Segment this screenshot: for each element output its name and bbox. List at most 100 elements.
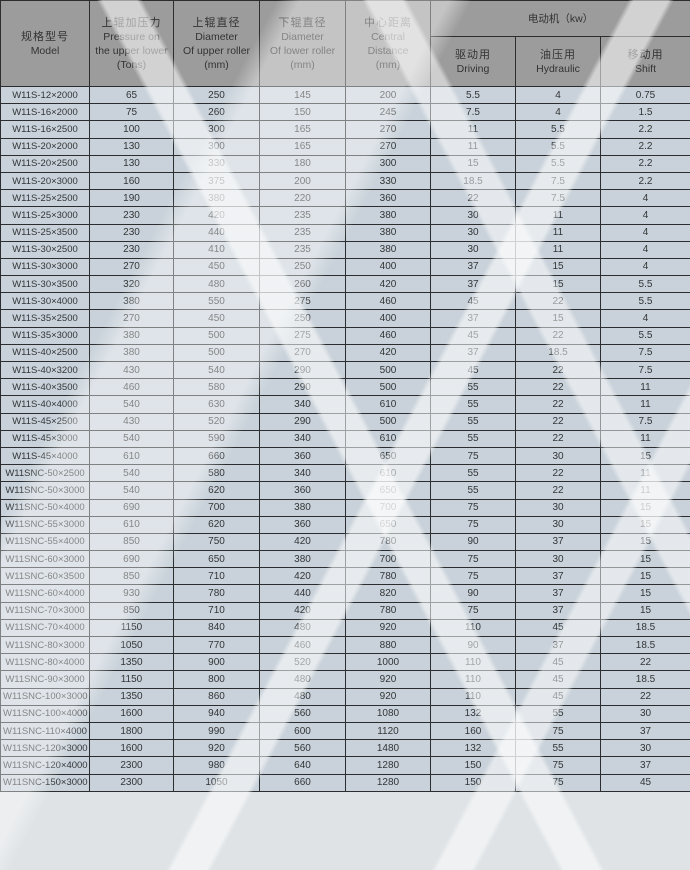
central-distance-cell: 200 bbox=[345, 85, 431, 105]
model-cell: W11SNC-120×3000 bbox=[0, 739, 90, 758]
table-row: W11S-16×2000 75 260 150 245 7.5 4 1.5 bbox=[0, 103, 690, 122]
table-row: W11S-35×3000 380 500 275 460 45 22 5.5 bbox=[0, 326, 690, 345]
shift-kw-cell: 22 bbox=[600, 687, 690, 706]
upper-diameter-cell: 800 bbox=[173, 670, 260, 689]
lower-diameter-cell: 600 bbox=[259, 721, 346, 741]
hydraulic-kw-cell: 4 bbox=[515, 103, 601, 122]
central-distance-cell: 1480 bbox=[345, 739, 431, 758]
lower-diameter-cell: 460 bbox=[259, 635, 346, 655]
driving-kw-cell: 45 bbox=[430, 292, 516, 311]
pressure-cell: 380 bbox=[89, 292, 174, 311]
driving-kw-cell: 37 bbox=[430, 309, 516, 328]
central-distance-cell: 1000 bbox=[345, 653, 431, 672]
upper-diameter-cell: 440 bbox=[173, 223, 260, 242]
pressure-cell: 100 bbox=[89, 120, 174, 139]
central-distance-cell: 270 bbox=[345, 120, 431, 139]
header-pressure: 上辊加压力 Pressure on the upper lower (Tons) bbox=[89, 0, 174, 87]
hydraulic-kw-cell: 30 bbox=[515, 446, 601, 466]
hydraulic-kw-cell: 37 bbox=[515, 584, 601, 603]
driving-kw-cell: 75 bbox=[430, 567, 516, 586]
pressure-cell: 75 bbox=[89, 103, 174, 122]
table-row: W11S-45×4000 610 660 360 650 75 30 15 bbox=[0, 446, 690, 466]
upper-diameter-cell: 300 bbox=[173, 120, 260, 139]
shift-kw-cell: 11 bbox=[600, 378, 690, 397]
upper-diameter-cell: 300 bbox=[173, 137, 260, 156]
shift-kw-cell: 7.5 bbox=[600, 360, 690, 380]
table-row: W11S-25×2500 190 380 220 360 22 7.5 4 bbox=[0, 189, 690, 208]
shift-kw-cell: 4 bbox=[600, 189, 690, 208]
model-cell: W11SNC-120×4000 bbox=[0, 756, 90, 775]
upper-diameter-cell: 860 bbox=[173, 687, 260, 706]
hydraulic-kw-cell: 15 bbox=[515, 257, 601, 277]
driving-kw-cell: 55 bbox=[430, 378, 516, 397]
model-cell: W11SNC-55×3000 bbox=[0, 515, 90, 534]
hydraulic-kw-cell: 22 bbox=[515, 412, 601, 431]
upper-diameter-cell: 380 bbox=[173, 189, 260, 208]
driving-kw-cell: 55 bbox=[430, 412, 516, 431]
shift-kw-cell: 4 bbox=[600, 257, 690, 277]
upper-diameter-cell: 630 bbox=[173, 395, 260, 414]
central-distance-cell: 880 bbox=[345, 635, 431, 655]
pressure-cell: 690 bbox=[89, 498, 174, 517]
table-row: W11SNC-50×3000 540 620 360 650 55 22 11 bbox=[0, 481, 690, 500]
central-distance-cell: 420 bbox=[345, 343, 431, 363]
lower-diameter-cell: 145 bbox=[259, 85, 346, 105]
lower-diameter-cell: 340 bbox=[259, 395, 346, 414]
central-distance-cell: 380 bbox=[345, 206, 431, 225]
upper-diameter-cell: 250 bbox=[173, 85, 260, 105]
pressure-cell: 230 bbox=[89, 206, 174, 225]
model-cell: W11S-40×4000 bbox=[0, 395, 90, 414]
pressure-cell: 230 bbox=[89, 240, 174, 259]
central-distance-cell: 460 bbox=[345, 292, 431, 311]
pressure-cell: 690 bbox=[89, 550, 174, 569]
shift-kw-cell: 4 bbox=[600, 223, 690, 242]
upper-diameter-cell: 750 bbox=[173, 532, 260, 552]
central-distance-cell: 460 bbox=[345, 326, 431, 345]
lower-diameter-cell: 200 bbox=[259, 171, 346, 191]
central-distance-cell: 700 bbox=[345, 498, 431, 517]
header-model: 规格型号 Model bbox=[0, 0, 90, 87]
driving-kw-cell: 90 bbox=[430, 584, 516, 603]
pressure-cell: 930 bbox=[89, 584, 174, 603]
lower-diameter-cell: 290 bbox=[259, 378, 346, 397]
driving-kw-cell: 37 bbox=[430, 257, 516, 277]
shift-kw-cell: 18.5 bbox=[600, 635, 690, 655]
model-cell: W11SNC-100×4000 bbox=[0, 704, 90, 723]
central-distance-cell: 820 bbox=[345, 584, 431, 603]
pressure-cell: 130 bbox=[89, 137, 174, 156]
upper-diameter-cell: 770 bbox=[173, 635, 260, 655]
upper-diameter-cell: 450 bbox=[173, 257, 260, 277]
pressure-cell: 540 bbox=[89, 464, 174, 483]
shift-kw-cell: 5.5 bbox=[600, 275, 690, 294]
central-distance-cell: 610 bbox=[345, 464, 431, 483]
central-distance-cell: 1280 bbox=[345, 756, 431, 775]
hydraulic-kw-cell: 15 bbox=[515, 275, 601, 294]
driving-kw-cell: 75 bbox=[430, 601, 516, 620]
shift-kw-cell: 4 bbox=[600, 240, 690, 259]
driving-kw-cell: 30 bbox=[430, 240, 516, 259]
pressure-cell: 270 bbox=[89, 257, 174, 277]
driving-kw-cell: 37 bbox=[430, 275, 516, 294]
upper-diameter-cell: 520 bbox=[173, 412, 260, 431]
table-row: W11SNC-50×4000 690 700 380 700 75 30 15 bbox=[0, 498, 690, 517]
pressure-cell: 160 bbox=[89, 171, 174, 191]
driving-kw-cell: 15 bbox=[430, 154, 516, 173]
table-row: W11S-30×2500 230 410 235 380 30 11 4 bbox=[0, 240, 690, 259]
pressure-cell: 540 bbox=[89, 429, 174, 448]
lower-diameter-cell: 340 bbox=[259, 464, 346, 483]
upper-diameter-cell: 590 bbox=[173, 429, 260, 448]
upper-diameter-cell: 375 bbox=[173, 171, 260, 191]
hydraulic-kw-cell: 22 bbox=[515, 360, 601, 380]
central-distance-cell: 920 bbox=[345, 670, 431, 689]
pressure-cell: 1800 bbox=[89, 721, 174, 741]
pressure-cell: 540 bbox=[89, 481, 174, 500]
lower-diameter-cell: 165 bbox=[259, 120, 346, 139]
model-cell: W11SNC-80×4000 bbox=[0, 653, 90, 672]
model-cell: W11S-45×4000 bbox=[0, 446, 90, 466]
shift-kw-cell: 0.75 bbox=[600, 85, 690, 105]
central-distance-cell: 610 bbox=[345, 395, 431, 414]
header-shift: 移动用 Shift bbox=[600, 36, 690, 87]
driving-kw-cell: 160 bbox=[430, 721, 516, 741]
upper-diameter-cell: 260 bbox=[173, 103, 260, 122]
